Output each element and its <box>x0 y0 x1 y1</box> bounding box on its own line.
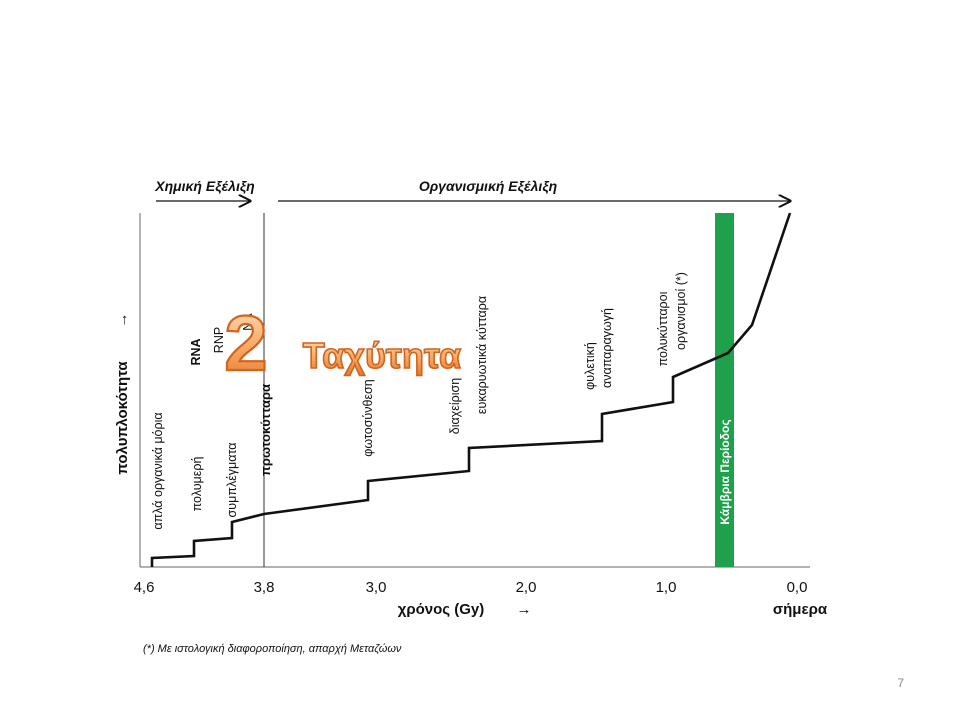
x-tick-label: 0,0 <box>787 579 808 596</box>
x-axis-label: χρόνος (Gy) <box>398 601 485 618</box>
annotation-complexes: συμπλέγματα <box>225 443 239 518</box>
annotation-polymers: πολυμερή <box>190 457 204 512</box>
annotation-protocells: πρωτοκύτταρα <box>258 384 273 476</box>
annotation-dna-partial: NA <box>241 313 255 331</box>
x-tick-label: 1,0 <box>656 579 677 596</box>
annotation-management: διαχείριση <box>448 378 462 434</box>
annotation-rna: RNA <box>189 338 203 365</box>
annotation-multicellular: πολυκύτταροι <box>656 291 670 366</box>
overlay-number: 2 <box>224 299 267 387</box>
footnote: (*) Με ιστολογική διαφοροποίηση, απαρχή … <box>143 643 402 655</box>
annotation-reproduction: αναπαραγωγή <box>600 308 614 388</box>
x-tick-label: 2,0 <box>516 579 537 596</box>
annotation-eukaryotic: ευκαρυωτικά κύτταρα <box>475 296 489 414</box>
page-number: 7 <box>897 676 904 690</box>
x-axis-arrow: → <box>517 601 532 618</box>
y-axis-arrow: → <box>114 313 131 328</box>
annotation-rnp: RNP <box>212 327 226 353</box>
speed-overlay: 2 Ταχύτητα <box>223 298 462 388</box>
x-axis-ticks: 4,6 3,8 3,0 2,0 1,0 0,0 <box>134 579 808 596</box>
organismic-evolution-label: Οργανισμική Εξέλιξη <box>419 178 557 194</box>
y-axis-label: πολυπλοκότητα <box>114 361 131 475</box>
annotation-simple-molecules: απλά οργανικά μόρια <box>151 412 165 529</box>
annotation-organisms: οργανισμοί (*) <box>674 272 688 350</box>
today-label: σήμερα <box>773 601 828 618</box>
annotation-sexual: φυλετική <box>583 342 597 390</box>
complexity-curve <box>150 212 792 567</box>
x-tick-label: 3,8 <box>254 579 275 596</box>
cambrian-period-band <box>715 213 734 567</box>
x-tick-label: 3,0 <box>366 579 387 596</box>
annotation-photosynthesis: φωτοσύνθεση <box>361 379 375 456</box>
overlay-word: Ταχύτητα <box>303 335 461 376</box>
x-tick-label: 4,6 <box>134 579 155 596</box>
cambrian-period-label: Κάμβρια Περίοδος <box>718 419 732 524</box>
annotations: απλά οργανικά μόρια πολυμερή συμπλέγματα… <box>151 272 688 530</box>
chemical-evolution-label: Χημική Εξέλιξη <box>154 178 254 194</box>
